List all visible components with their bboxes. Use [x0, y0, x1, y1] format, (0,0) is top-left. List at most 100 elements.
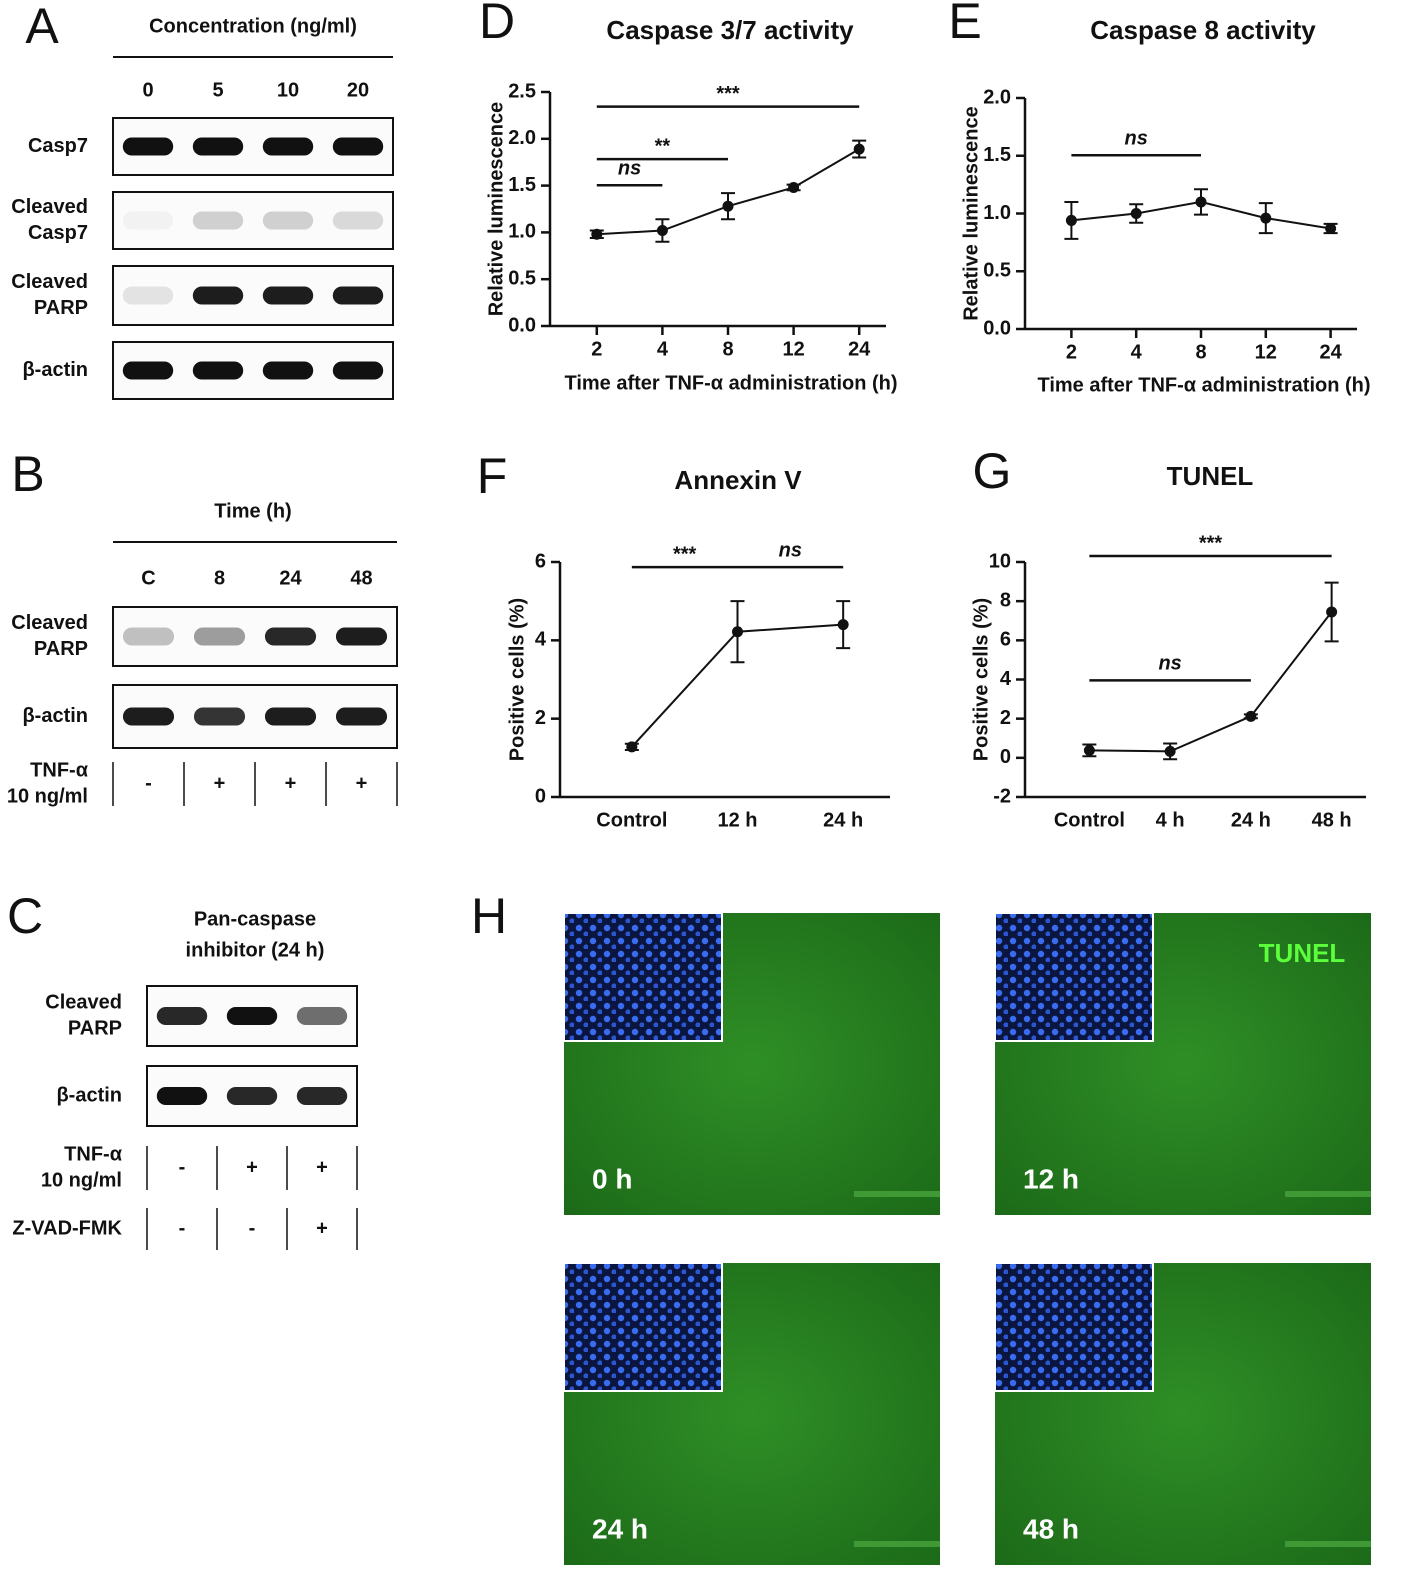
panel-letter: F: [477, 448, 508, 504]
y-tick-label: 1.5: [508, 174, 536, 196]
x-tick-label: Control: [1054, 809, 1125, 831]
blot-band: [332, 286, 384, 305]
significance-label: ***: [716, 83, 740, 105]
treatment-label: TNF-α: [64, 1143, 123, 1165]
x-tick-label: 4 h: [1156, 809, 1185, 831]
data-point: [722, 200, 734, 212]
blot-band: [262, 211, 314, 230]
significance-label: ***: [673, 543, 697, 565]
blot-band: [193, 627, 246, 646]
x-axis-label: Time after TNF-α administration (h): [1037, 374, 1370, 396]
y-tick-label: 0.5: [508, 267, 536, 289]
y-tick-label: 1.0: [508, 221, 536, 243]
blot-band: [296, 1087, 348, 1105]
x-tick-label: 48 h: [1312, 809, 1352, 831]
blot-band: [335, 627, 388, 646]
treatment-sign: +: [316, 1217, 328, 1239]
time-label: 48 h: [1023, 1513, 1079, 1544]
time-label: 24 h: [592, 1513, 648, 1544]
blot-band: [122, 707, 175, 726]
y-tick-label: 6: [1000, 629, 1011, 651]
blot-header: Pan-caspase: [194, 908, 316, 930]
row-label: Cleaved: [11, 196, 88, 218]
data-point: [853, 143, 865, 155]
x-tick-label: 4: [657, 338, 669, 360]
data-point: [591, 228, 603, 240]
data-point: [1326, 606, 1338, 618]
chart-title: Annexin V: [674, 465, 802, 495]
inset-nuclei: [994, 1262, 1154, 1392]
treatment-sign: -: [249, 1217, 256, 1239]
y-tick-label: 0.5: [983, 260, 1011, 282]
y-tick-label: 4: [535, 629, 547, 651]
data-point: [788, 181, 800, 193]
x-tick-label: 24 h: [1231, 809, 1271, 831]
x-tick-label: 8: [1195, 341, 1206, 363]
y-tick-label: -2: [993, 785, 1011, 807]
scale-bar: [1285, 1541, 1371, 1547]
lane-label: 5: [212, 79, 223, 101]
row-label: Cleaved: [45, 991, 122, 1013]
y-tick-label: 2.5: [508, 80, 536, 102]
y-tick-label: 1.0: [983, 202, 1011, 224]
blot-band: [264, 707, 317, 726]
y-tick-label: 2: [1000, 707, 1011, 729]
x-tick-label: 12 h: [717, 809, 757, 831]
significance-label: ns: [1125, 128, 1148, 150]
treatment-sign: -: [179, 1156, 186, 1178]
chart-title: Caspase 3/7 activity: [606, 15, 854, 45]
panel-letter: C: [7, 888, 43, 944]
inset-nuclei: [994, 912, 1154, 1042]
lane-label: 20: [347, 79, 369, 101]
panel-letter: A: [25, 0, 59, 54]
data-point: [1065, 214, 1077, 226]
y-axis-label: Positive cells (%): [506, 598, 528, 761]
x-tick-label: 24: [848, 338, 871, 360]
chart-title: Caspase 8 activity: [1090, 15, 1316, 45]
blot-band: [156, 1007, 208, 1025]
row-label: Casp7: [28, 222, 88, 244]
chart-title: TUNEL: [1167, 461, 1254, 491]
blot-band: [226, 1087, 278, 1105]
x-tick-label: 12: [782, 338, 804, 360]
blot-band: [262, 361, 314, 380]
y-tick-label: 0: [1000, 746, 1011, 768]
lane-label: 48: [350, 567, 372, 589]
scale-bar: [1285, 1191, 1371, 1197]
inset-nuclei: [563, 1262, 723, 1392]
treatment-label: 10 ng/ml: [41, 1169, 122, 1191]
significance-label: ns: [1158, 653, 1181, 675]
x-tick-label: 8: [722, 338, 733, 360]
x-tick-label: 4: [1131, 341, 1143, 363]
treatment-sign: +: [285, 772, 297, 794]
blot-band: [156, 1087, 208, 1105]
blot-header: Concentration (ng/ml): [149, 15, 357, 37]
blot-band: [332, 211, 384, 230]
lane-label: 10: [277, 79, 299, 101]
blot-band: [226, 1007, 278, 1025]
data-point: [732, 626, 743, 638]
y-tick-label: 1.5: [983, 144, 1011, 166]
blot-band: [192, 211, 244, 230]
blot-band: [193, 707, 246, 726]
treatment-sign: -: [179, 1217, 186, 1239]
row-label: Casp7: [28, 135, 88, 157]
blot-band: [192, 361, 244, 380]
time-label: 0 h: [592, 1163, 632, 1194]
lane-label: 8: [214, 567, 225, 589]
y-tick-label: 2.0: [983, 86, 1011, 108]
blot-band: [192, 137, 244, 156]
y-tick-label: 4: [1000, 668, 1012, 690]
y-tick-label: 2: [535, 707, 546, 729]
y-axis-label: Relative luminescence: [960, 106, 982, 321]
x-tick-label: 24: [1319, 341, 1342, 363]
panel-letter: B: [11, 446, 44, 502]
row-label: PARP: [34, 297, 88, 319]
y-tick-label: 8: [1000, 589, 1011, 611]
treatment-sign: +: [316, 1156, 328, 1178]
blot-band: [122, 211, 174, 230]
blot-band: [122, 627, 175, 646]
significance-label: ns: [779, 539, 802, 561]
inset-nuclei: [563, 912, 723, 1042]
